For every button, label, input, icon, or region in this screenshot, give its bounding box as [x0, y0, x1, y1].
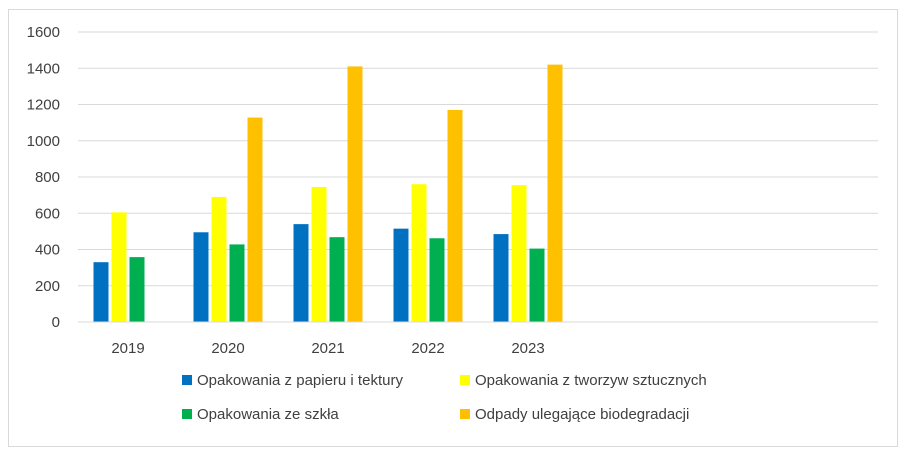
legend-label: Opakowania z tworzyw sztucznych — [475, 372, 707, 389]
x-tick-label: 2021 — [311, 340, 344, 357]
bar — [411, 184, 427, 322]
bar — [129, 257, 145, 322]
legend-swatch — [182, 409, 192, 419]
bar — [429, 238, 445, 322]
bar — [547, 64, 563, 322]
y-axis-ticks: 0 200 400 600 800 1000 1200 1400 1600 — [27, 24, 60, 331]
y-tick-label: 0 — [52, 314, 60, 331]
y-tick-label: 600 — [35, 205, 60, 222]
legend-label: Opakowania z papieru i tektury — [197, 372, 403, 389]
legend-swatch — [460, 375, 470, 385]
y-tick-label: 1400 — [27, 60, 60, 77]
legend-label: Odpady ulegające biodegradacji — [475, 406, 689, 423]
bar — [111, 212, 127, 322]
x-tick-label: 2020 — [211, 340, 244, 357]
y-tick-label: 800 — [35, 169, 60, 186]
x-tick-label: 2019 — [111, 340, 144, 357]
y-tick-label: 1600 — [27, 24, 60, 41]
x-tick-label: 2022 — [411, 340, 444, 357]
legend-swatch — [460, 409, 470, 419]
legend-label: Opakowania ze szkła — [197, 406, 339, 423]
y-tick-label: 200 — [35, 278, 60, 295]
bar — [93, 262, 109, 322]
bar — [329, 237, 345, 322]
x-tick-label: 2023 — [511, 340, 544, 357]
legend-swatch — [182, 375, 192, 385]
bar — [447, 109, 463, 322]
bar — [229, 244, 245, 322]
bar — [193, 232, 209, 322]
bar — [511, 185, 527, 322]
y-tick-label: 400 — [35, 242, 60, 259]
y-tick-label: 1200 — [27, 97, 60, 114]
bar — [311, 186, 327, 322]
bar — [211, 196, 227, 322]
x-axis-ticks: 2019 2020 2021 2022 2023 — [111, 340, 544, 357]
gridlines — [78, 31, 878, 287]
bar — [247, 117, 263, 322]
bar — [529, 248, 545, 322]
bar — [347, 66, 363, 322]
bars — [93, 64, 563, 322]
bar — [493, 234, 509, 322]
bar — [293, 224, 309, 322]
y-tick-label: 1000 — [27, 133, 60, 150]
bar — [393, 228, 409, 322]
legend: Opakowania z papieru i tektury Opakowania… — [182, 372, 707, 423]
